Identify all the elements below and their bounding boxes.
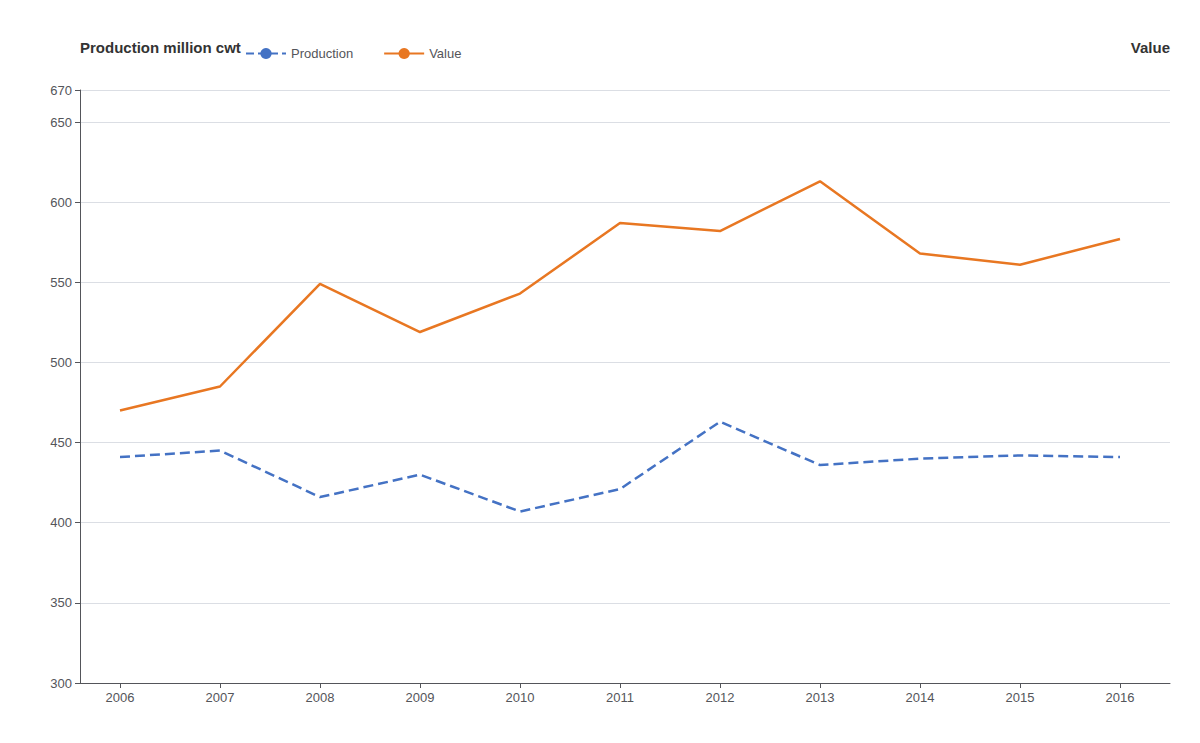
svg-text:550: 550	[50, 275, 72, 290]
svg-text:2010: 2010	[506, 690, 535, 705]
svg-text:2012: 2012	[706, 690, 735, 705]
svg-text:2013: 2013	[806, 690, 835, 705]
svg-text:2014: 2014	[906, 690, 935, 705]
svg-text:670: 670	[50, 83, 72, 98]
svg-text:600: 600	[50, 195, 72, 210]
svg-text:2006: 2006	[106, 690, 135, 705]
svg-text:Production: Production	[291, 46, 353, 61]
svg-text:2009: 2009	[406, 690, 435, 705]
svg-text:350: 350	[50, 595, 72, 610]
svg-text:Value: Value	[429, 46, 461, 61]
svg-text:400: 400	[50, 515, 72, 530]
svg-text:2015: 2015	[1006, 690, 1035, 705]
svg-text:650: 650	[50, 115, 72, 130]
svg-text:2016: 2016	[1106, 690, 1135, 705]
svg-text:2007: 2007	[206, 690, 235, 705]
svg-text:2011: 2011	[606, 690, 634, 705]
svg-text:500: 500	[50, 355, 72, 370]
svg-text:300: 300	[50, 676, 72, 691]
svg-text:450: 450	[50, 435, 72, 450]
svg-text:Value: Value	[1131, 39, 1170, 56]
svg-text:Production million cwt: Production million cwt	[80, 39, 241, 56]
svg-text:2008: 2008	[306, 690, 335, 705]
